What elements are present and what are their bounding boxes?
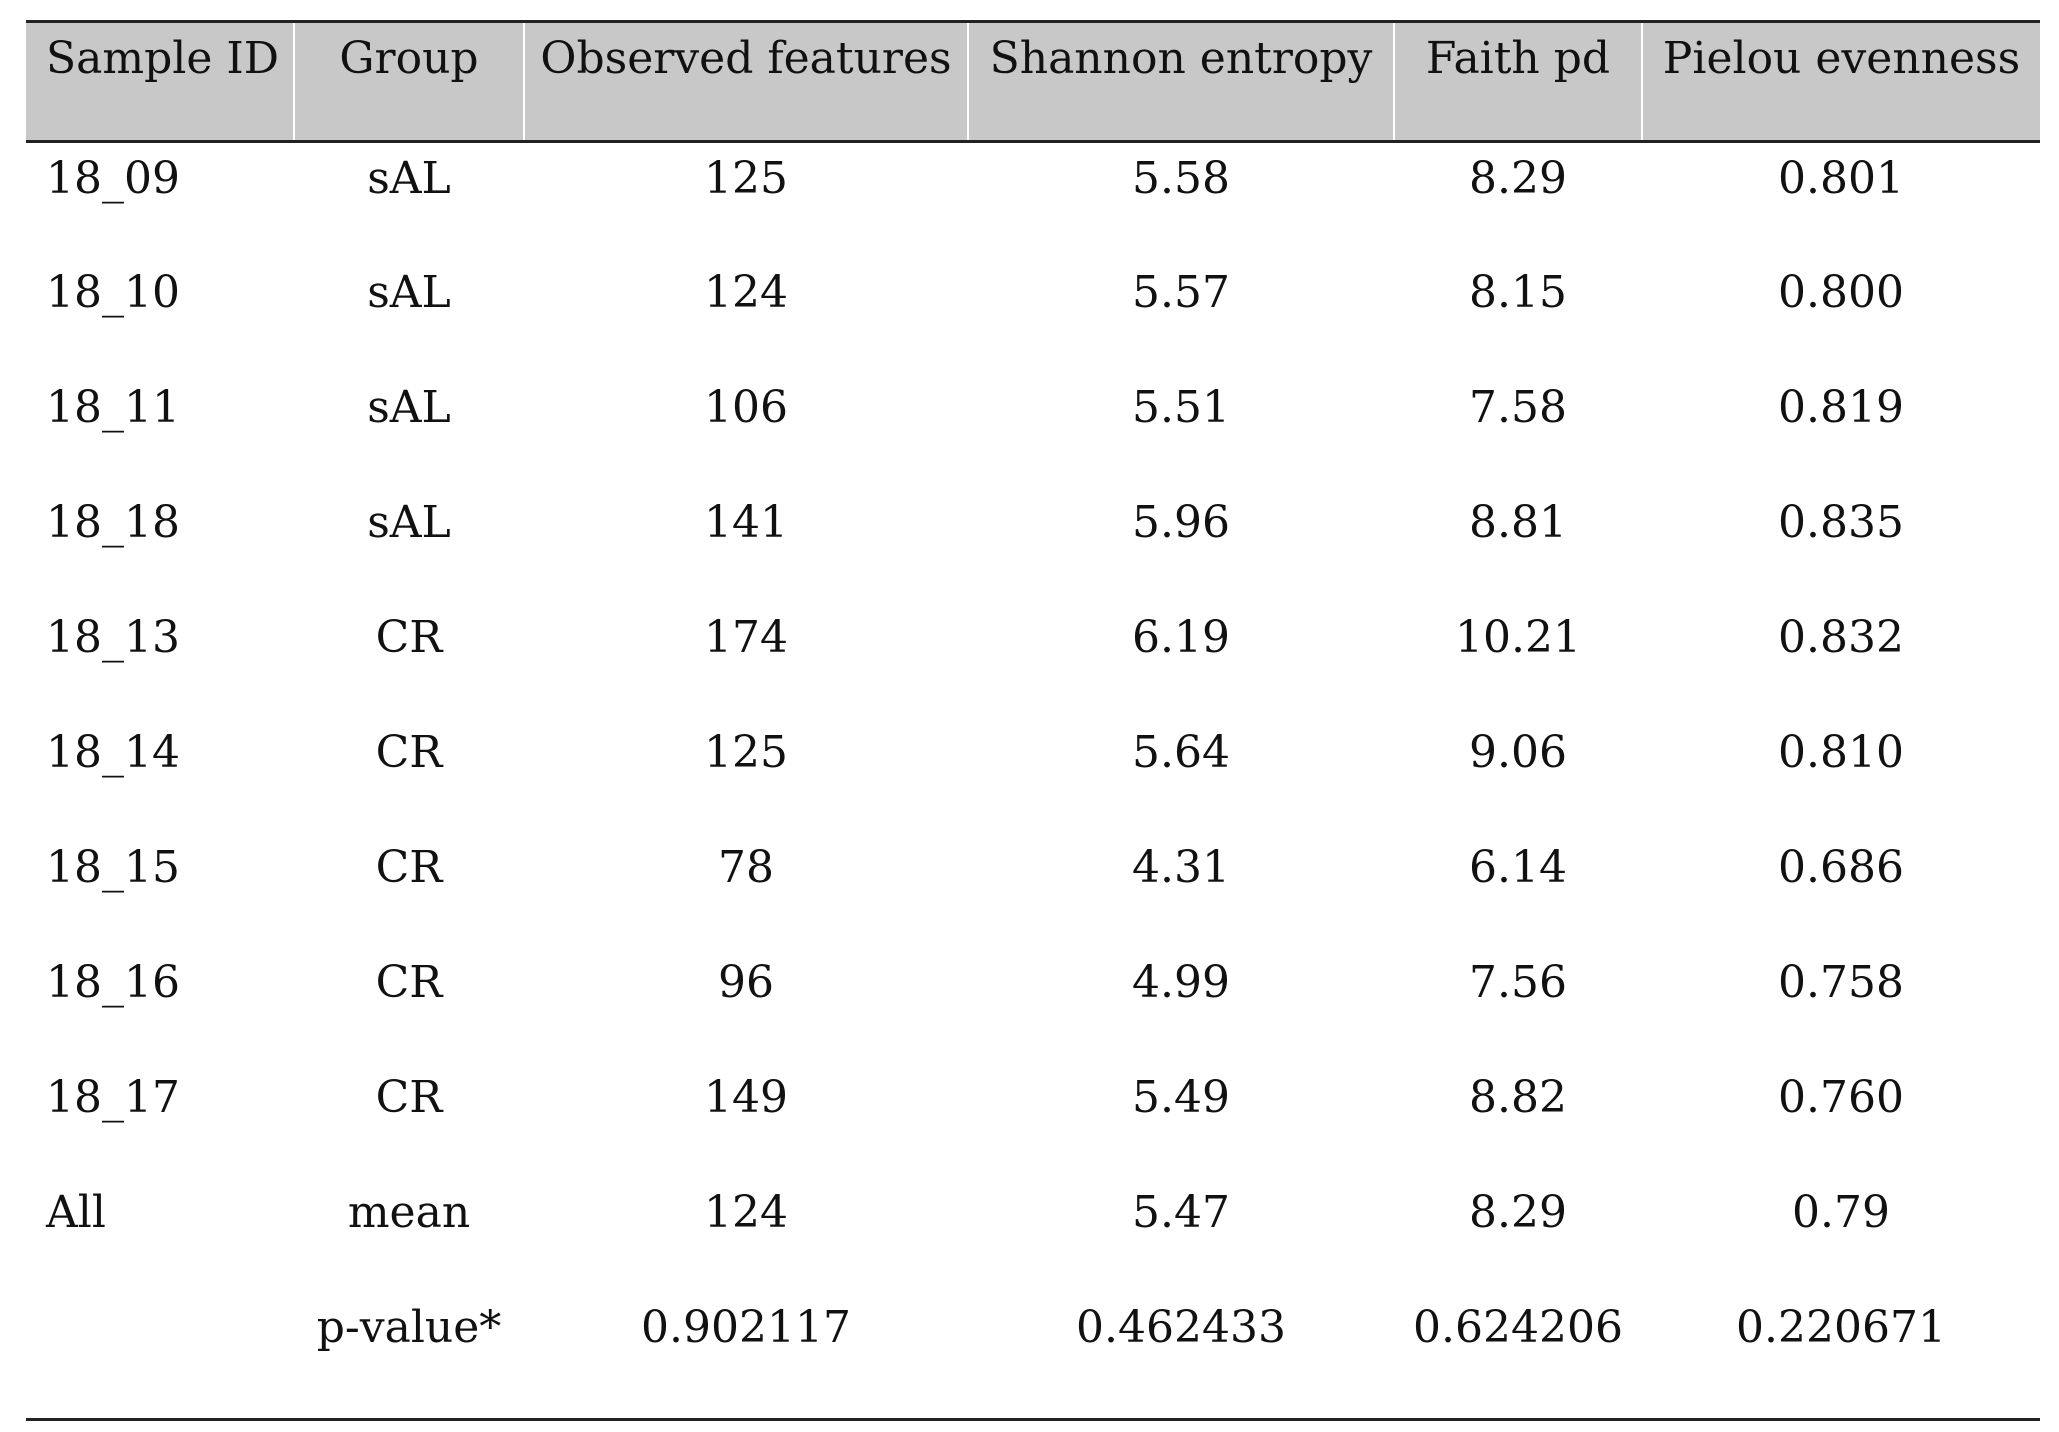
cell-pielou-evenness: 0.819 — [1778, 381, 1904, 433]
cell-observed-features: 124 — [704, 1186, 788, 1238]
cell-faith-pd: 9.06 — [1469, 726, 1567, 778]
cell-group: CR — [375, 841, 443, 893]
cell-observed-features: 0.902117 — [524, 1291, 968, 1421]
diversity-table-container: Sample ID Group Observed features Shanno… — [26, 20, 2040, 1421]
cell-sample-id: 18_15 — [46, 841, 180, 893]
cell-observed-features: 106 — [704, 381, 788, 433]
cell-sample-id — [26, 1291, 294, 1421]
cell-group: CR — [375, 726, 443, 778]
cell-group: p-value* — [294, 1291, 524, 1421]
header-faith-pd: Faith pd — [1393, 20, 1642, 143]
cell-faith-pd: 8.81 — [1469, 496, 1567, 548]
table-row: 18_17 CR 149 5.49 8.82 0.760 — [26, 1062, 2040, 1177]
cell-observed-features: 149 — [704, 1071, 788, 1123]
cell-pielou-evenness: 0.810 — [1778, 726, 1904, 778]
cell-sample-id: 18_09 — [46, 153, 180, 204]
table-row: 18_11 sAL 106 5.51 7.58 0.819 — [26, 372, 2040, 487]
cell-observed-features: 78 — [718, 841, 774, 893]
cell-pielou-evenness: 0.832 — [1778, 611, 1904, 663]
cell-pielou-evenness: 0.79 — [1792, 1186, 1890, 1238]
cell-observed-features: 125 — [704, 726, 788, 778]
header-pielou-evenness: Pielou evenness — [1641, 20, 2040, 143]
table-row: 18_15 CR 78 4.31 6.14 0.686 — [26, 832, 2040, 947]
header-sample-id: Sample ID — [26, 20, 294, 143]
cell-pielou-evenness: 0.801 — [1778, 153, 1904, 204]
cell-observed-features: 125 — [704, 153, 788, 204]
cell-shannon-entropy: 4.99 — [1132, 956, 1230, 1008]
cell-shannon-entropy: 5.51 — [1132, 381, 1230, 433]
cell-faith-pd: 8.15 — [1469, 266, 1567, 318]
table-row: 18_18 sAL 141 5.96 8.81 0.835 — [26, 487, 2040, 602]
header-observed-features: Observed features — [523, 20, 968, 143]
cell-group: CR — [375, 611, 443, 663]
cell-group: sAL — [367, 266, 451, 318]
cell-sample-id: All — [46, 1186, 106, 1238]
cell-observed-features: 141 — [704, 496, 788, 548]
header-group: Group — [293, 20, 524, 143]
cell-group: CR — [375, 1071, 443, 1123]
cell-sample-id: 18_14 — [46, 726, 180, 778]
cell-shannon-entropy: 4.31 — [1132, 841, 1230, 893]
cell-pielou-evenness: 0.758 — [1778, 956, 1904, 1008]
cell-group: sAL — [367, 496, 451, 548]
summary-row-mean: All mean 124 5.47 8.29 0.79 — [26, 1177, 2040, 1292]
table-row: 18_14 CR 125 5.64 9.06 0.810 — [26, 717, 2040, 832]
table-row: 18_13 CR 174 6.19 10.21 0.832 — [26, 602, 2040, 717]
cell-faith-pd: 7.56 — [1469, 956, 1567, 1008]
cell-faith-pd: 8.29 — [1469, 1186, 1567, 1238]
cell-faith-pd: 0.624206 — [1394, 1291, 1642, 1421]
table-body: 18_09 sAL 125 5.58 8.29 0.801 18_10 sAL … — [26, 142, 2040, 1421]
cell-faith-pd: 6.14 — [1469, 841, 1567, 893]
cell-shannon-entropy: 5.96 — [1132, 496, 1230, 548]
cell-faith-pd: 8.29 — [1469, 153, 1567, 204]
cell-sample-id: 18_17 — [46, 1071, 180, 1123]
cell-observed-features: 96 — [718, 956, 774, 1008]
table-row: 18_16 CR 96 4.99 7.56 0.758 — [26, 947, 2040, 1062]
cell-faith-pd: 7.58 — [1469, 381, 1567, 433]
cell-shannon-entropy: 0.462433 — [968, 1291, 1394, 1421]
table-header: Sample ID Group Observed features Shanno… — [26, 20, 2040, 143]
cell-pielou-evenness: 0.686 — [1778, 841, 1904, 893]
cell-pielou-evenness: 0.220671 — [1642, 1291, 2040, 1421]
cell-shannon-entropy: 5.47 — [1132, 1186, 1230, 1238]
cell-observed-features: 174 — [704, 611, 788, 663]
summary-row-p-value: p-value* 0.902117 0.462433 0.624206 0.22… — [26, 1291, 2040, 1421]
cell-group: mean — [347, 1186, 471, 1238]
cell-faith-pd: 10.21 — [1455, 611, 1581, 663]
table-row: 18_10 sAL 124 5.57 8.15 0.800 — [26, 257, 2040, 372]
alpha-diversity-table: Sample ID Group Observed features Shanno… — [26, 20, 2040, 1421]
cell-sample-id: 18_10 — [46, 266, 180, 318]
cell-shannon-entropy: 5.57 — [1132, 266, 1230, 318]
cell-observed-features: 124 — [704, 266, 788, 318]
cell-shannon-entropy: 5.58 — [1132, 153, 1230, 204]
cell-sample-id: 18_16 — [46, 956, 180, 1008]
cell-group: sAL — [367, 153, 451, 204]
cell-shannon-entropy: 5.64 — [1132, 726, 1230, 778]
cell-sample-id: 18_13 — [46, 611, 180, 663]
cell-shannon-entropy: 5.49 — [1132, 1071, 1230, 1123]
cell-shannon-entropy: 6.19 — [1132, 611, 1230, 663]
cell-pielou-evenness: 0.760 — [1778, 1071, 1904, 1123]
cell-group: CR — [375, 956, 443, 1008]
header-shannon-entropy: Shannon entropy — [967, 20, 1394, 143]
cell-faith-pd: 8.82 — [1469, 1071, 1567, 1123]
cell-group: sAL — [367, 381, 451, 433]
table-row: 18_09 sAL 125 5.58 8.29 0.801 — [26, 142, 2040, 257]
cell-sample-id: 18_18 — [46, 496, 180, 548]
cell-pielou-evenness: 0.835 — [1778, 496, 1904, 548]
cell-pielou-evenness: 0.800 — [1778, 266, 1904, 318]
header-row: Sample ID Group Observed features Shanno… — [26, 20, 2040, 143]
cell-sample-id: 18_11 — [46, 381, 180, 433]
